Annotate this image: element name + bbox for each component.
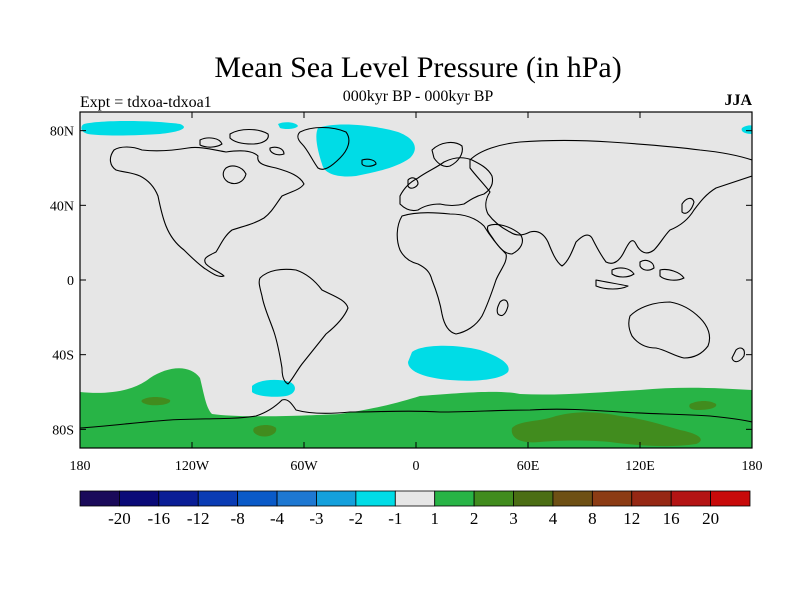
hudson-bay bbox=[222, 165, 247, 185]
axis-ticks: 180 120W 60W 0 60E 120E 180 80N 40N 0 40S 80S bbox=[50, 112, 763, 474]
japan bbox=[681, 197, 695, 214]
australia-coastline bbox=[628, 301, 711, 359]
y-tick-label: 40N bbox=[50, 199, 74, 214]
canadian-arctic-islands bbox=[199, 128, 285, 156]
south-america-coastline bbox=[258, 268, 349, 385]
colorbar-label: -16 bbox=[147, 509, 170, 528]
y-tick-label: 80N bbox=[50, 125, 74, 140]
europe-coastline bbox=[399, 157, 494, 212]
colorbar-box bbox=[591, 490, 633, 507]
x-tick-label: 0 bbox=[413, 459, 420, 474]
colorbar-box bbox=[119, 490, 160, 507]
colorbar-box bbox=[276, 490, 317, 507]
colorbar-box bbox=[355, 490, 396, 507]
colorbar-box bbox=[670, 490, 711, 507]
colorbar-label: 12 bbox=[623, 509, 640, 528]
figure-title: Mean Sea Level Pressure (in hPa) bbox=[214, 51, 622, 84]
colorbar-label: -2 bbox=[349, 509, 363, 528]
colorbar-box bbox=[158, 490, 199, 507]
antarctica-coastline bbox=[80, 399, 752, 429]
x-tick-label: 120W bbox=[175, 459, 210, 474]
peninsula-patch bbox=[253, 425, 277, 437]
colorbar-box bbox=[197, 490, 239, 507]
coastlines bbox=[80, 126, 752, 429]
x-tick-label: 120E bbox=[625, 459, 655, 474]
new-zealand bbox=[731, 347, 745, 363]
colorbar-box bbox=[434, 490, 475, 507]
colorbar-box bbox=[79, 490, 120, 507]
colorbar-box bbox=[316, 490, 357, 507]
greenland-negative-anomaly bbox=[316, 124, 415, 177]
north-america-coastline bbox=[109, 146, 305, 277]
colorbar-label: -12 bbox=[187, 509, 210, 528]
iceland bbox=[361, 158, 377, 167]
colorbar-label: -3 bbox=[309, 509, 323, 528]
greenland-coastline bbox=[297, 126, 350, 170]
drake-passage-negative-anomaly bbox=[252, 379, 295, 397]
arabian-peninsula bbox=[486, 223, 523, 255]
x-tick-label: 180 bbox=[742, 459, 763, 474]
x-tick-label: 60W bbox=[290, 459, 318, 474]
colorbar-box bbox=[513, 490, 554, 507]
british-isles bbox=[407, 177, 419, 189]
east-antarctic-patch bbox=[689, 401, 717, 410]
east-arctic-negative-anomaly bbox=[741, 125, 752, 134]
x-tick-label: 180 bbox=[70, 459, 91, 474]
africa-coastline bbox=[396, 212, 507, 335]
antarctic-positive-anomaly-strong bbox=[511, 412, 701, 447]
colorbar-label: 2 bbox=[470, 509, 479, 528]
colorbar-label: -8 bbox=[231, 509, 245, 528]
colorbar-box bbox=[631, 490, 672, 507]
colorbar: -20 -16 -12 -8 -4 -3 -2 -1 1 2 3 4 8 12 16 20 bbox=[79, 490, 751, 528]
arctic-negative-anomaly bbox=[81, 121, 184, 136]
colorbar-label: 1 bbox=[430, 509, 439, 528]
colorbar-box bbox=[394, 490, 436, 507]
colorbar-label: 16 bbox=[663, 509, 680, 528]
colorbar-label: -20 bbox=[108, 509, 131, 528]
colorbar-label: 3 bbox=[509, 509, 518, 528]
colorbar-box bbox=[552, 490, 593, 507]
scandinavia bbox=[431, 141, 463, 168]
colorbar-label: -1 bbox=[388, 509, 402, 528]
x-tick-label: 60E bbox=[517, 459, 540, 474]
colorbar-label: 4 bbox=[549, 509, 558, 528]
asia-coastline bbox=[469, 139, 752, 267]
colorbar-label: 20 bbox=[702, 509, 719, 528]
madagascar bbox=[496, 299, 509, 317]
pressure-anomaly-fields bbox=[80, 121, 752, 448]
experiment-label: Expt = tdxoa-tdxoa1 bbox=[80, 94, 212, 111]
y-tick-label: 40S bbox=[52, 349, 74, 364]
arctic-small-negative-anomaly bbox=[278, 122, 298, 130]
colorbar-box bbox=[237, 490, 278, 507]
pacific-sector-patch bbox=[141, 397, 171, 406]
colorbar-box bbox=[473, 490, 514, 507]
south-atlantic-negative-anomaly bbox=[408, 345, 509, 381]
colorbar-label: 8 bbox=[588, 509, 597, 528]
figure-subtitle: 000kyr BP - 000kyr BP bbox=[342, 88, 494, 105]
colorbar-label: -4 bbox=[270, 509, 285, 528]
colorbar-box bbox=[710, 490, 751, 507]
y-tick-label: 0 bbox=[67, 274, 74, 289]
season-label: JJA bbox=[724, 92, 752, 109]
y-tick-label: 80S bbox=[52, 423, 74, 438]
southeast-asia-islands bbox=[595, 259, 685, 290]
